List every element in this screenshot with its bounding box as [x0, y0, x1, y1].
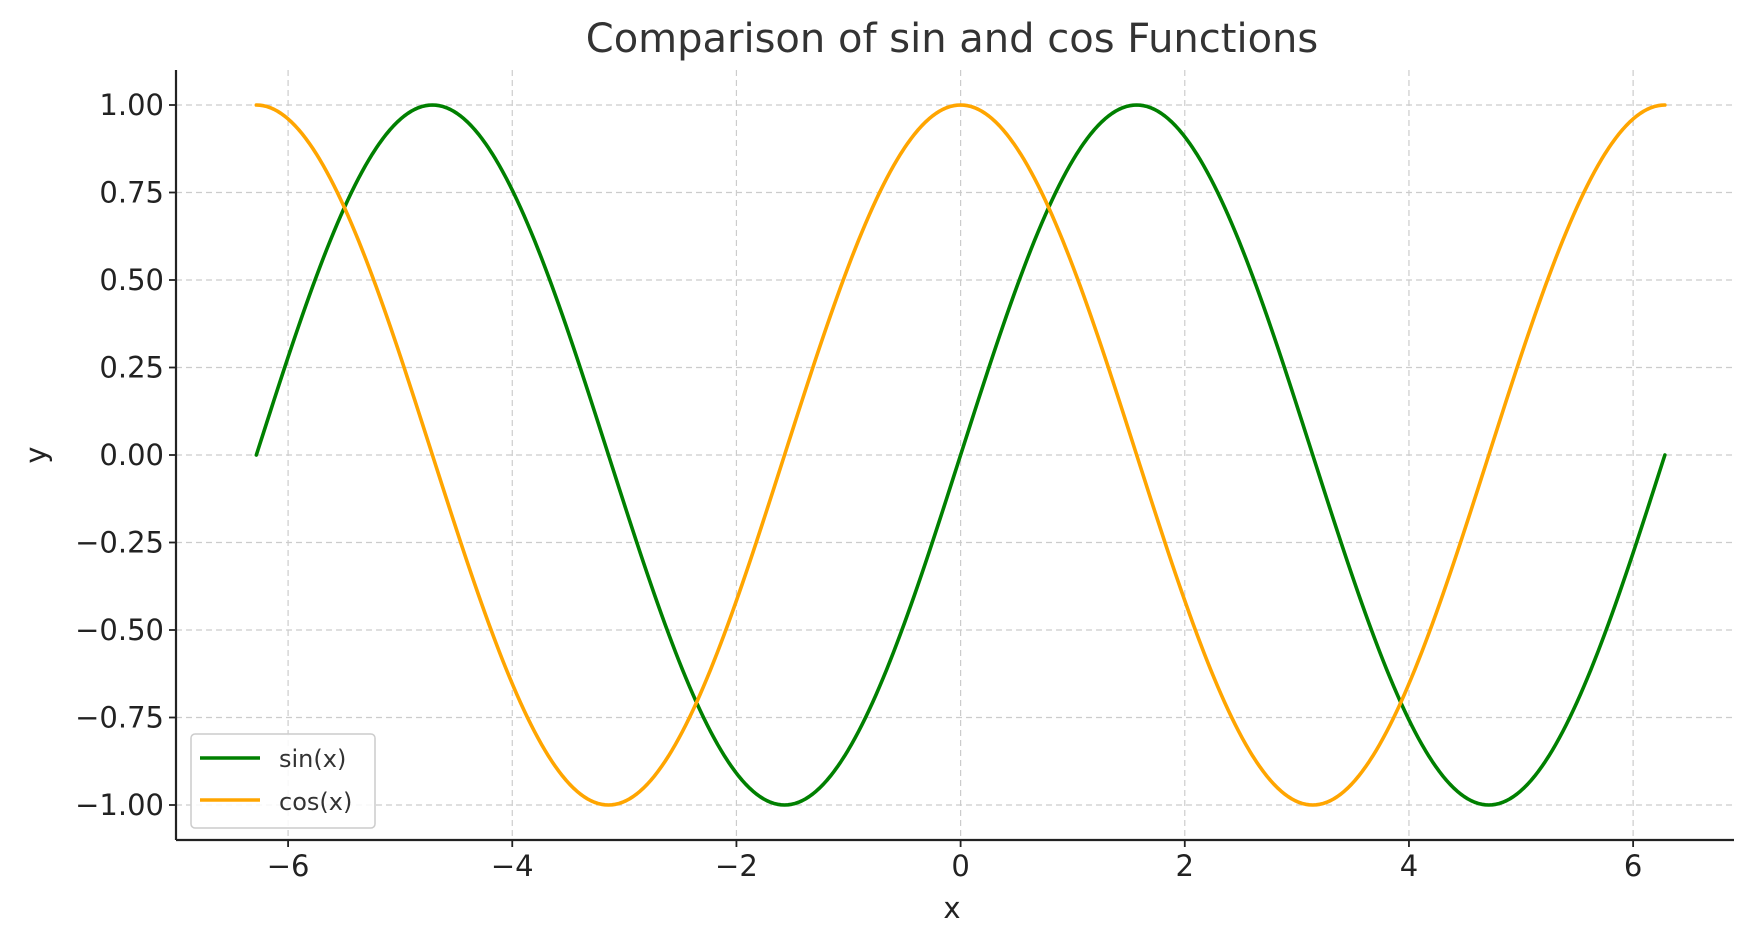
x-tick-label: −2 — [715, 849, 758, 883]
grid — [176, 70, 1734, 840]
chart-title: Comparison of sin and cos Functions — [586, 16, 1318, 62]
y-axis-label: y — [19, 446, 53, 463]
legend-label-sin: sin(x) — [279, 745, 346, 773]
x-tick-label: −6 — [267, 849, 310, 883]
legend: sin(x) cos(x) — [190, 733, 376, 829]
y-tick-label: −0.75 — [75, 701, 164, 735]
y-tick-label: 0.75 — [99, 176, 164, 210]
series-lines — [254, 103, 1667, 807]
y-tick-label: 0.50 — [99, 263, 164, 297]
x-tick-label: 0 — [951, 849, 969, 883]
series-line-cos — [254, 103, 1667, 807]
y-tick-label: −1.00 — [75, 788, 164, 822]
x-tick-label: 4 — [1400, 849, 1418, 883]
y-tick-label: 0.25 — [99, 351, 164, 385]
y-tick-label: 1.00 — [99, 88, 164, 122]
y-tick-label: 0.00 — [99, 438, 164, 472]
y-tick-label: −0.25 — [75, 526, 164, 560]
axis-ticks: −6 −4 −2 0 2 4 6 1.00 0.75 0.50 0.25 0.00 −0.25 −0.50… — [75, 88, 1642, 883]
legend-label-cos: cos(x) — [279, 788, 352, 816]
x-tick-label: 6 — [1624, 849, 1642, 883]
x-tick-label: 2 — [1176, 849, 1194, 883]
series-line-sin — [254, 103, 1667, 807]
x-tick-label: −4 — [491, 849, 534, 883]
y-tick-label: −0.50 — [75, 613, 164, 647]
x-axis-label: x — [943, 891, 960, 925]
